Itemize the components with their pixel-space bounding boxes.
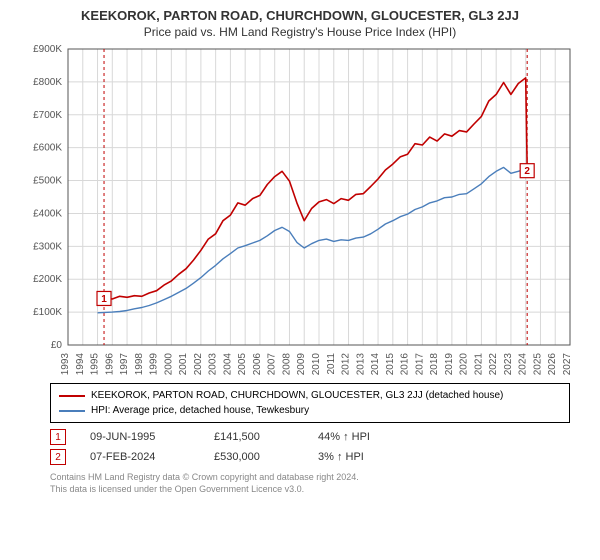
svg-text:1998: 1998 bbox=[134, 353, 145, 375]
svg-text:2002: 2002 bbox=[193, 353, 204, 375]
svg-text:2007: 2007 bbox=[267, 353, 278, 375]
svg-text:2009: 2009 bbox=[296, 353, 307, 375]
svg-text:2020: 2020 bbox=[459, 353, 470, 375]
svg-text:£400K: £400K bbox=[33, 208, 62, 219]
legend-row-hpi: HPI: Average price, detached house, Tewk… bbox=[59, 403, 561, 418]
chart-container: KEEKOROK, PARTON ROAD, CHURCHDOWN, GLOUC… bbox=[0, 0, 600, 560]
svg-text:2019: 2019 bbox=[444, 353, 455, 375]
svg-text:2021: 2021 bbox=[473, 353, 484, 375]
svg-text:2023: 2023 bbox=[503, 353, 514, 375]
svg-text:2014: 2014 bbox=[370, 353, 381, 375]
svg-text:£300K: £300K bbox=[33, 241, 62, 252]
tx-date: 07-FEB-2024 bbox=[90, 451, 190, 463]
svg-text:2004: 2004 bbox=[222, 353, 233, 375]
chart-subtitle: Price paid vs. HM Land Registry's House … bbox=[12, 25, 588, 39]
svg-text:£600K: £600K bbox=[33, 143, 62, 154]
chart-svg: £0 £100K £200K £300K £400K £500K £600K £700K £80… bbox=[20, 45, 580, 375]
legend-label-property: KEEKOROK, PARTON ROAD, CHURCHDOWN, GLOUC… bbox=[91, 388, 503, 403]
svg-text:2024: 2024 bbox=[518, 353, 529, 375]
chart-plot-area: £0 £100K £200K £300K £400K £500K £600K £700K £80… bbox=[20, 45, 580, 375]
svg-text:£700K: £700K bbox=[33, 110, 62, 121]
svg-text:£200K: £200K bbox=[33, 274, 62, 285]
svg-text:£900K: £900K bbox=[33, 45, 62, 55]
tx-date: 09-JUN-1995 bbox=[90, 431, 190, 443]
svg-text:2013: 2013 bbox=[355, 353, 366, 375]
svg-text:2015: 2015 bbox=[385, 353, 396, 375]
table-row: 2 07-FEB-2024 £530,000 3% ↑ HPI bbox=[50, 449, 570, 465]
svg-text:1: 1 bbox=[101, 294, 107, 305]
tx-marker-icon: 1 bbox=[50, 429, 66, 445]
svg-text:2026: 2026 bbox=[547, 353, 558, 375]
svg-text:2: 2 bbox=[524, 166, 530, 177]
svg-text:1999: 1999 bbox=[149, 353, 160, 375]
svg-text:2027: 2027 bbox=[562, 353, 573, 375]
svg-text:2003: 2003 bbox=[208, 353, 219, 375]
footer-line2: This data is licensed under the Open Gov… bbox=[50, 483, 570, 495]
svg-text:2011: 2011 bbox=[326, 353, 337, 375]
svg-text:2010: 2010 bbox=[311, 353, 322, 375]
legend-row-property: KEEKOROK, PARTON ROAD, CHURCHDOWN, GLOUC… bbox=[59, 388, 561, 403]
tx-price: £530,000 bbox=[214, 451, 294, 463]
svg-text:1994: 1994 bbox=[75, 353, 86, 375]
svg-text:2006: 2006 bbox=[252, 353, 263, 375]
legend-label-hpi: HPI: Average price, detached house, Tewk… bbox=[91, 403, 309, 418]
svg-text:2008: 2008 bbox=[281, 353, 292, 375]
legend-box: KEEKOROK, PARTON ROAD, CHURCHDOWN, GLOUC… bbox=[50, 383, 570, 423]
footer-line1: Contains HM Land Registry data © Crown c… bbox=[50, 471, 570, 483]
svg-text:1997: 1997 bbox=[119, 353, 130, 375]
legend-swatch-hpi bbox=[59, 410, 85, 412]
svg-text:2022: 2022 bbox=[488, 353, 499, 375]
svg-text:£500K: £500K bbox=[33, 176, 62, 187]
svg-text:2025: 2025 bbox=[532, 353, 543, 375]
svg-text:2001: 2001 bbox=[178, 353, 189, 375]
tx-pct: 44% ↑ HPI bbox=[318, 431, 408, 443]
transaction-table: 1 09-JUN-1995 £141,500 44% ↑ HPI 2 07-FE… bbox=[50, 429, 570, 465]
svg-text:2018: 2018 bbox=[429, 353, 440, 375]
svg-text:1993: 1993 bbox=[60, 353, 71, 375]
svg-text:1996: 1996 bbox=[104, 353, 115, 375]
svg-text:2005: 2005 bbox=[237, 353, 248, 375]
svg-text:£0: £0 bbox=[51, 340, 63, 351]
svg-text:2012: 2012 bbox=[341, 353, 352, 375]
svg-text:£100K: £100K bbox=[33, 307, 62, 318]
svg-text:2000: 2000 bbox=[163, 353, 174, 375]
tx-price: £141,500 bbox=[214, 431, 294, 443]
svg-text:2017: 2017 bbox=[414, 353, 425, 375]
svg-text:2016: 2016 bbox=[400, 353, 411, 375]
svg-text:£800K: £800K bbox=[33, 77, 62, 88]
tx-marker-icon: 2 bbox=[50, 449, 66, 465]
chart-title: KEEKOROK, PARTON ROAD, CHURCHDOWN, GLOUC… bbox=[12, 8, 588, 23]
footer-note: Contains HM Land Registry data © Crown c… bbox=[50, 471, 570, 495]
tx-pct: 3% ↑ HPI bbox=[318, 451, 408, 463]
legend-swatch-property bbox=[59, 395, 85, 397]
svg-text:1995: 1995 bbox=[90, 353, 101, 375]
table-row: 1 09-JUN-1995 £141,500 44% ↑ HPI bbox=[50, 429, 570, 445]
